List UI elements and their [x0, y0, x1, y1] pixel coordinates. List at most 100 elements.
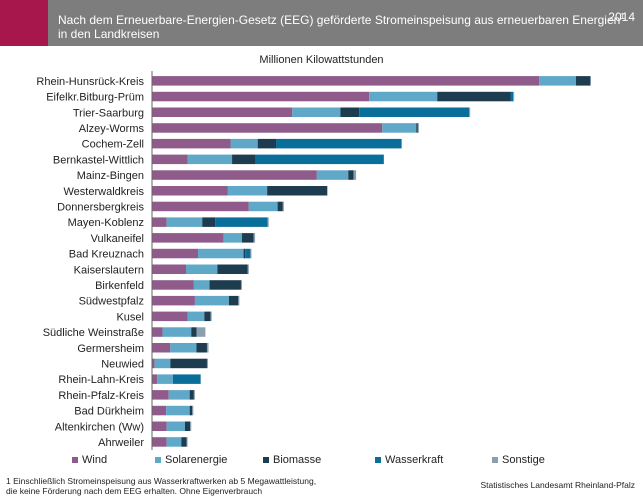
bar-segment	[196, 327, 206, 337]
header-bar: Nach dem Erneuerbare-Energien-Gesetz (EE…	[0, 0, 643, 46]
legend-item: Biomasse	[263, 454, 321, 466]
bar-segment	[316, 170, 349, 180]
bar-segment	[192, 405, 194, 416]
bar-segment	[196, 343, 207, 353]
title-line2: in den Landkreisen	[58, 27, 160, 41]
bar-segment	[575, 76, 591, 86]
bar-segment	[215, 217, 268, 227]
category-label: Bad Dürkheim	[74, 406, 144, 418]
bar-segment	[539, 76, 576, 86]
bar-segment	[469, 107, 471, 117]
footnote-line1: 1 Einschließlich Stromeinspeisung aus Wa…	[6, 476, 317, 486]
bar-segment	[172, 374, 201, 384]
chart-title: Nach dem Erneuerbare-Energien-Gesetz (EE…	[58, 10, 638, 41]
legend-label: Wasserkraft	[385, 454, 444, 466]
bar-segment	[369, 91, 438, 102]
bar-segment	[184, 421, 191, 431]
legend-item: Sonstige	[492, 454, 545, 466]
title-line1: Nach dem Erneuerbare-Energien-Gesetz (EE…	[58, 13, 621, 27]
bar-segment	[189, 405, 193, 416]
bar-segment	[267, 217, 269, 227]
category-label: Eifelkr.Bitburg-Prüm	[46, 92, 144, 104]
bar-segment	[152, 343, 171, 353]
bar-segment	[152, 91, 370, 102]
category-label: Birkenfeld	[95, 280, 144, 292]
bar-segment	[250, 248, 252, 259]
bar-segment	[152, 186, 228, 196]
bar-segment	[513, 91, 515, 102]
bar-segment	[166, 437, 182, 447]
legend-label: Sonstige	[502, 454, 545, 466]
bar-segment	[152, 295, 195, 306]
bar-segment	[157, 374, 173, 384]
bar-segment	[166, 217, 203, 227]
bar-segment	[152, 437, 167, 447]
bar-segment	[170, 358, 207, 369]
bar-segment	[223, 233, 243, 243]
bar-segment	[217, 264, 248, 274]
bar-segment	[193, 390, 195, 400]
bar-segment	[152, 421, 167, 431]
bar-segment	[152, 123, 383, 133]
category-label: Südwestpfalz	[79, 296, 144, 308]
bar-segment	[232, 154, 256, 165]
bar-segment	[187, 311, 205, 322]
legend-swatch	[72, 457, 78, 463]
category-label: Rhein-Pfalz-Kreis	[58, 390, 144, 402]
legend-item: Wind	[72, 454, 107, 466]
category-label: Vulkaneifel	[91, 233, 144, 245]
bar-segment	[510, 91, 514, 102]
category-label: Altenkirchen (Ww)	[55, 421, 144, 433]
bar-segment	[292, 107, 341, 117]
bar-segment	[152, 76, 540, 86]
category-label: Trier-Saarburg	[73, 107, 144, 119]
bar-segment	[152, 170, 317, 180]
bar-segment	[206, 358, 208, 369]
bar-segment	[154, 358, 171, 369]
bar-segment	[189, 390, 194, 400]
bar-segment	[417, 123, 419, 133]
bar-segment	[181, 437, 187, 447]
bar-segment	[282, 201, 284, 212]
category-label: Kusel	[116, 311, 144, 323]
category-label: Südliche Weinstraße	[43, 327, 144, 339]
bar-segment	[193, 280, 210, 290]
legend-swatch	[263, 457, 269, 463]
bar-segment	[209, 280, 241, 290]
category-label: Germersheim	[77, 343, 144, 355]
category-label: Neuwied	[101, 358, 144, 370]
bar-segment	[340, 107, 360, 117]
bar-segment	[257, 138, 277, 149]
bar-segment	[245, 248, 251, 259]
bar-segment	[228, 295, 239, 306]
legend-label: Solarenergie	[165, 454, 228, 466]
bar-segment	[276, 138, 402, 149]
legend-item: Solarenergie	[155, 454, 227, 466]
category-label: Ahrweiler	[98, 437, 144, 449]
bar-segment	[152, 390, 169, 400]
category-label: Rhein-Hunsrück-Kreis	[36, 76, 144, 88]
bar-segment	[152, 358, 155, 369]
bar-segment	[152, 217, 167, 227]
legend-swatch	[375, 457, 381, 463]
bar-segment	[359, 107, 470, 117]
bar-segment	[152, 280, 194, 290]
legend-item: Wasserkraft	[375, 454, 443, 466]
bar-segment	[230, 138, 258, 149]
bar-segment	[227, 186, 268, 196]
category-label: Kaiserslautern	[74, 264, 144, 276]
legend-label: Wind	[82, 454, 108, 466]
bar-segment	[255, 154, 384, 165]
bar-segment	[437, 91, 511, 102]
bar-segment	[152, 264, 187, 274]
bar-segment	[166, 405, 190, 416]
bar-segment	[152, 327, 163, 337]
bar-segment	[152, 233, 224, 243]
category-label: Bad Kreuznach	[69, 249, 144, 261]
legend-label: Biomasse	[273, 454, 322, 466]
bar-segment	[210, 311, 212, 322]
bar-segment	[194, 295, 229, 306]
bar-segment	[170, 343, 197, 353]
unit-label: Millionen Kilowattstunden	[259, 54, 384, 66]
bar-segment	[267, 186, 328, 196]
